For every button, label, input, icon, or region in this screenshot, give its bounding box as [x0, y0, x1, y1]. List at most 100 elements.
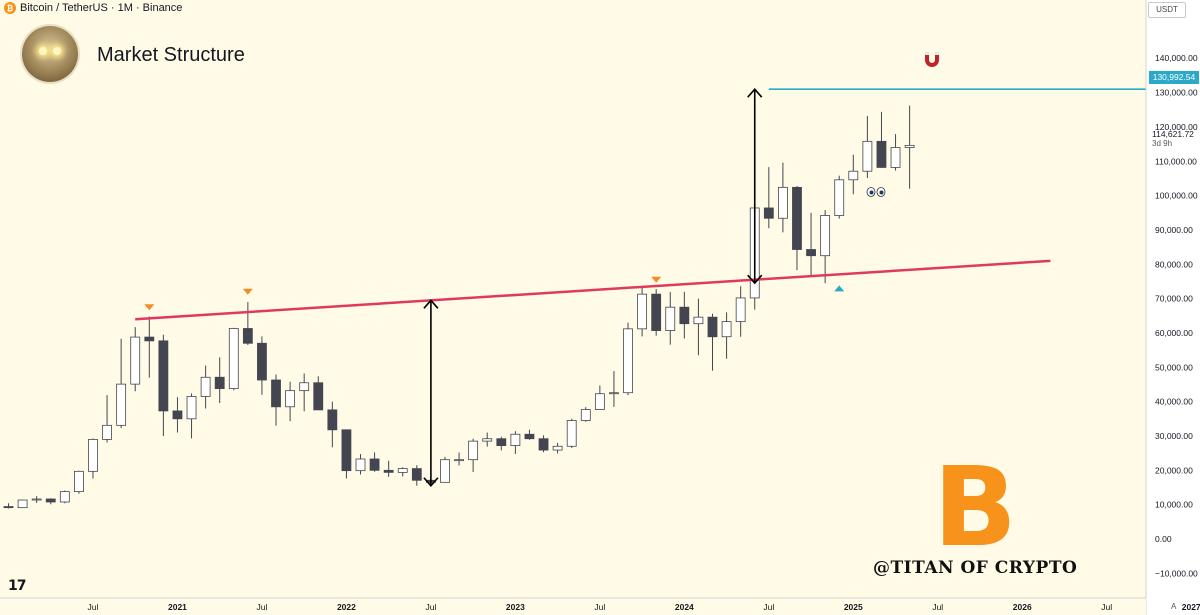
candle-body[interactable]	[228, 328, 239, 389]
candle-body[interactable]	[17, 499, 28, 509]
candle-body[interactable]	[341, 429, 352, 472]
candle-body[interactable]	[327, 409, 338, 431]
candle-body[interactable]	[383, 469, 394, 473]
candle-body[interactable]	[848, 170, 859, 181]
price-tick-label: 120,000.00	[1155, 122, 1198, 132]
candle-body[interactable]	[144, 336, 155, 342]
candle-body[interactable]	[369, 458, 380, 471]
candle-body[interactable]	[186, 396, 197, 420]
currency-selector[interactable]: USDT	[1148, 2, 1186, 18]
measured-move-arrow[interactable]	[423, 299, 439, 487]
candle-body[interactable]	[411, 468, 422, 481]
candle-body[interactable]	[200, 376, 211, 397]
time-tick-label: Jul	[425, 602, 436, 612]
candle-body[interactable]	[637, 293, 647, 330]
candle-body[interactable]	[862, 140, 873, 172]
candle-body[interactable]	[665, 306, 676, 331]
candle-body[interactable]	[59, 491, 70, 503]
candle-body[interactable]	[510, 433, 521, 446]
candle-body[interactable]	[609, 392, 619, 395]
candle-body[interactable]	[834, 179, 845, 216]
candle-body[interactable]	[158, 340, 169, 412]
resistance-trendline[interactable]	[135, 259, 1051, 321]
candle-body[interactable]	[355, 458, 366, 472]
time-axis-panel[interactable]	[0, 598, 1146, 615]
candle-body[interactable]	[538, 438, 549, 451]
price-tick-label: 60,000.00	[1155, 328, 1193, 338]
time-tick-label: Jul	[932, 602, 943, 612]
price-tick-label: −10,000.00	[1155, 568, 1198, 578]
candle-body[interactable]	[552, 445, 563, 451]
magnet-icon	[925, 52, 939, 67]
candle-body[interactable]	[496, 438, 507, 446]
avatar-icon	[22, 26, 78, 82]
candle-body[interactable]	[707, 316, 718, 338]
candle-body[interactable]	[524, 433, 535, 440]
candle-body[interactable]	[116, 383, 127, 426]
candle-body[interactable]	[763, 207, 774, 219]
candle-body[interactable]	[735, 297, 746, 323]
candle-body[interactable]	[271, 379, 281, 408]
candle-body[interactable]	[242, 328, 253, 344]
candle-body[interactable]	[806, 249, 816, 257]
candle-body[interactable]	[594, 393, 605, 410]
bitcoin-coin-icon: ₿	[4, 2, 16, 14]
candle-body[interactable]	[468, 440, 479, 461]
time-tick-label: 2025	[844, 602, 863, 612]
candle-body[interactable]	[778, 186, 788, 219]
candle-body[interactable]	[580, 409, 591, 421]
symbol-info[interactable]: ₿ Bitcoin / TetherUS · 1M · Binance	[4, 2, 182, 14]
candle-body[interactable]	[313, 382, 324, 411]
candle-body[interactable]	[623, 328, 633, 394]
candle-body[interactable]	[45, 498, 56, 503]
candle-body[interactable]	[820, 215, 831, 257]
candle-body[interactable]	[214, 376, 225, 389]
candle-body[interactable]	[566, 420, 577, 447]
measured-move-arrow[interactable]	[747, 87, 763, 285]
candle-body[interactable]	[3, 506, 14, 509]
candle-body[interactable]	[904, 144, 915, 148]
price-tick-label: 90,000.00	[1155, 225, 1193, 235]
tradingview-logo-icon[interactable]: 17	[8, 578, 27, 594]
candle-body[interactable]	[172, 410, 183, 420]
auto-scale-toggle[interactable]: A	[1171, 602, 1177, 611]
time-tick-label: Jul	[257, 602, 268, 612]
candle-body[interactable]	[679, 306, 690, 325]
price-tick-label: 70,000.00	[1155, 294, 1193, 304]
candle-body[interactable]	[876, 140, 887, 168]
candle-body[interactable]	[454, 459, 464, 462]
candle-body[interactable]	[102, 424, 112, 440]
candle-body[interactable]	[397, 468, 408, 473]
price-tick-label: 20,000.00	[1155, 465, 1193, 475]
candle-body[interactable]	[74, 470, 84, 493]
candle-body[interactable]	[88, 439, 98, 472]
candle-body[interactable]	[721, 321, 732, 338]
time-tick-label: 2023	[506, 602, 525, 612]
candle-body[interactable]	[285, 390, 296, 408]
time-tick-label: Jul	[88, 602, 99, 612]
candle-body[interactable]	[890, 147, 901, 168]
candle-body[interactable]	[440, 459, 450, 483]
eyes-icon	[866, 187, 886, 197]
price-axis-panel[interactable]	[1146, 0, 1200, 615]
candle-body[interactable]	[651, 293, 662, 331]
candle-countdown: 3d 9h	[1152, 139, 1173, 148]
price-tick-label: 130,000.00	[1155, 88, 1198, 98]
time-tick-label: 2027	[1182, 602, 1200, 612]
candle-body[interactable]	[31, 498, 42, 501]
time-tick-label: 2021	[168, 602, 187, 612]
candle-body[interactable]	[299, 382, 310, 392]
price-tick-label: 0.00	[1155, 534, 1172, 544]
candle-body[interactable]	[257, 342, 267, 381]
candle-body[interactable]	[130, 336, 141, 385]
price-tick-label: 140,000.00	[1155, 53, 1198, 63]
watermark: @TITAN OF CRYPTO	[873, 558, 1078, 578]
candle-body[interactable]	[792, 186, 802, 250]
target-price-label: 130,992.54	[1149, 71, 1199, 84]
candle-body[interactable]	[693, 316, 704, 325]
bitcoin-logo-icon: B	[933, 443, 1017, 571]
candle-body[interactable]	[482, 438, 493, 442]
price-tick-label: 100,000.00	[1155, 191, 1198, 201]
